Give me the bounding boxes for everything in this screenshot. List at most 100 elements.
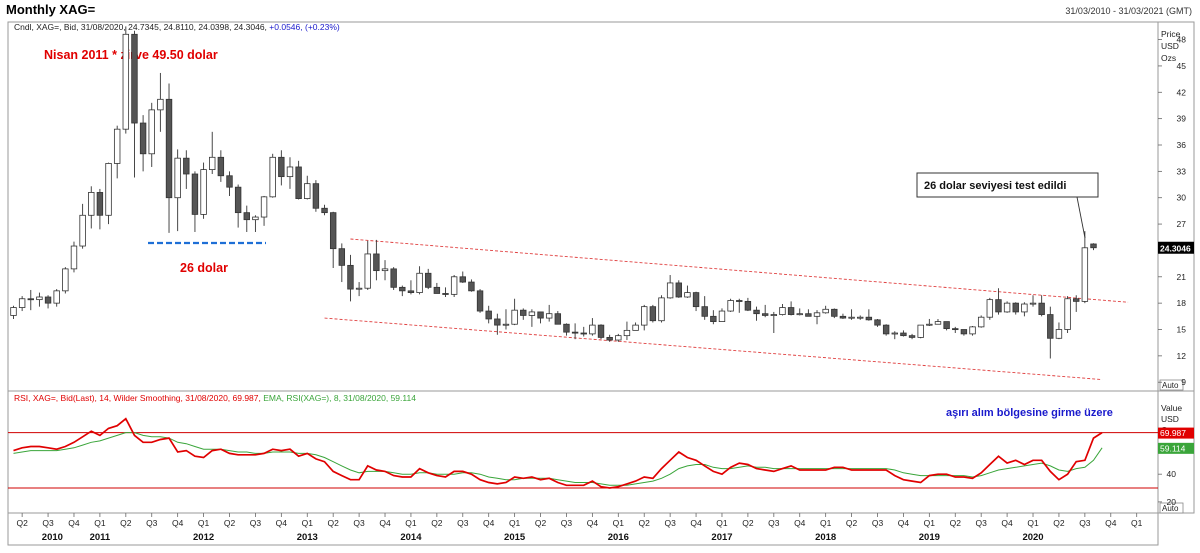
- candle-up: [10, 307, 17, 316]
- candle-down: [139, 122, 147, 155]
- quarter-label: Q4: [276, 518, 288, 528]
- candle-down: [373, 253, 380, 272]
- candle-down: [494, 318, 501, 326]
- year-label: 2017: [711, 532, 732, 543]
- candle-up: [18, 298, 26, 308]
- candle-up: [70, 245, 78, 270]
- candle-down: [44, 296, 52, 304]
- candle-up: [113, 128, 121, 164]
- candle-up: [200, 169, 207, 215]
- candle-down: [425, 272, 432, 288]
- candle-up: [62, 268, 69, 292]
- year-label: 2018: [815, 532, 836, 543]
- test-annotation: 26 dolar seviyesi test edildi: [924, 180, 1066, 192]
- candle-down: [1090, 243, 1097, 249]
- candle-down: [960, 329, 968, 335]
- ema-value-tag: [1158, 442, 1194, 454]
- year-label: 2014: [400, 532, 422, 543]
- year-label: 2016: [608, 532, 629, 543]
- year-label: 2015: [504, 532, 526, 543]
- quarter-label: Q4: [379, 518, 391, 528]
- candle-up: [684, 292, 691, 298]
- candle-up: [986, 299, 994, 318]
- quarter-label: Q4: [587, 518, 599, 528]
- quarter-label: Q1: [94, 518, 106, 528]
- quarter-label: Q3: [976, 518, 988, 528]
- candle-up: [934, 321, 942, 325]
- rsi-info-green: EMA, RSI(XAG=), 8, 31/08/2020, 59.114: [263, 393, 416, 403]
- candle-up: [658, 297, 665, 322]
- year-label: 2013: [297, 532, 318, 543]
- quarter-label: Q3: [250, 518, 262, 528]
- candle-down: [96, 192, 104, 216]
- candle-down: [226, 175, 233, 188]
- quarter-label: Q4: [898, 518, 910, 528]
- candle-up: [857, 316, 864, 319]
- candle-up: [416, 272, 423, 293]
- candle-up: [770, 314, 778, 316]
- candle-down: [736, 300, 743, 302]
- rsi-tick-label: 40: [1167, 469, 1177, 479]
- candle-down: [701, 306, 708, 317]
- chart-title: Monthly XAG=: [6, 2, 96, 17]
- quarter-label: Q1: [820, 518, 832, 528]
- price-auto-label[interactable]: Auto: [1162, 381, 1179, 390]
- candle-up: [1021, 303, 1028, 313]
- rsi-auto-box[interactable]: [1159, 502, 1184, 514]
- rsi-value-label: 69.987: [1160, 428, 1186, 438]
- candle-up: [891, 332, 898, 335]
- candle-down: [1012, 302, 1019, 313]
- candle-down: [831, 308, 838, 317]
- candle-up: [718, 310, 726, 322]
- candle-down: [882, 324, 890, 335]
- channel-lower-line: [324, 317, 1103, 381]
- candle-down: [321, 207, 328, 214]
- candle-up: [1081, 247, 1089, 302]
- price-tick-label: 45: [1177, 61, 1187, 71]
- quarter-label: Q3: [146, 518, 158, 528]
- candle-up: [1064, 298, 1071, 330]
- candle-up: [269, 156, 276, 198]
- price-tick-label: 27: [1177, 219, 1187, 229]
- quarter-label: Q3: [768, 518, 780, 528]
- candle-up: [641, 306, 648, 326]
- candle-down: [865, 316, 873, 321]
- year-label: 2020: [1022, 532, 1043, 543]
- candle-up: [545, 313, 553, 319]
- quarter-label: Q2: [535, 518, 547, 528]
- candle-up: [926, 323, 933, 326]
- candle-down: [943, 321, 950, 330]
- quarter-label: Q3: [872, 518, 884, 528]
- candle-up: [53, 290, 60, 304]
- candle-down: [476, 290, 484, 312]
- price-tick-label: 9: [1181, 377, 1186, 387]
- candle-up: [528, 311, 536, 316]
- candle-up: [969, 326, 976, 335]
- candle-down: [753, 309, 760, 315]
- quarter-label: Q2: [224, 518, 236, 528]
- candle-down: [900, 332, 907, 337]
- candle-down: [295, 166, 302, 199]
- candle-up: [1029, 302, 1037, 305]
- candle-down: [606, 337, 613, 341]
- candle-up: [105, 163, 112, 216]
- rsi-auto-label[interactable]: Auto: [1162, 504, 1179, 513]
- candle-up: [589, 324, 596, 335]
- test-callout-pointer: [1076, 196, 1086, 239]
- quarter-label: Q1: [613, 518, 625, 528]
- candle-down: [433, 286, 441, 294]
- price-auto-box[interactable]: [1159, 379, 1184, 391]
- quarter-label: Q4: [172, 518, 184, 528]
- year-label: 2012: [193, 532, 214, 543]
- candle-up: [252, 216, 259, 221]
- candle-up: [122, 33, 130, 130]
- candle-up: [355, 287, 363, 290]
- price-info: Cndl, XAG=, Bid, 31/08/2020, 24.7345, 24…: [14, 22, 340, 32]
- date-range: 31/03/2010 - 31/03/2021 (GMT): [1065, 6, 1192, 16]
- candle-up: [36, 296, 43, 301]
- candle-down: [131, 33, 138, 124]
- candle-down: [952, 328, 959, 331]
- candle-up: [209, 156, 216, 171]
- candle-down: [1047, 314, 1054, 339]
- quarter-label: Q2: [120, 518, 132, 528]
